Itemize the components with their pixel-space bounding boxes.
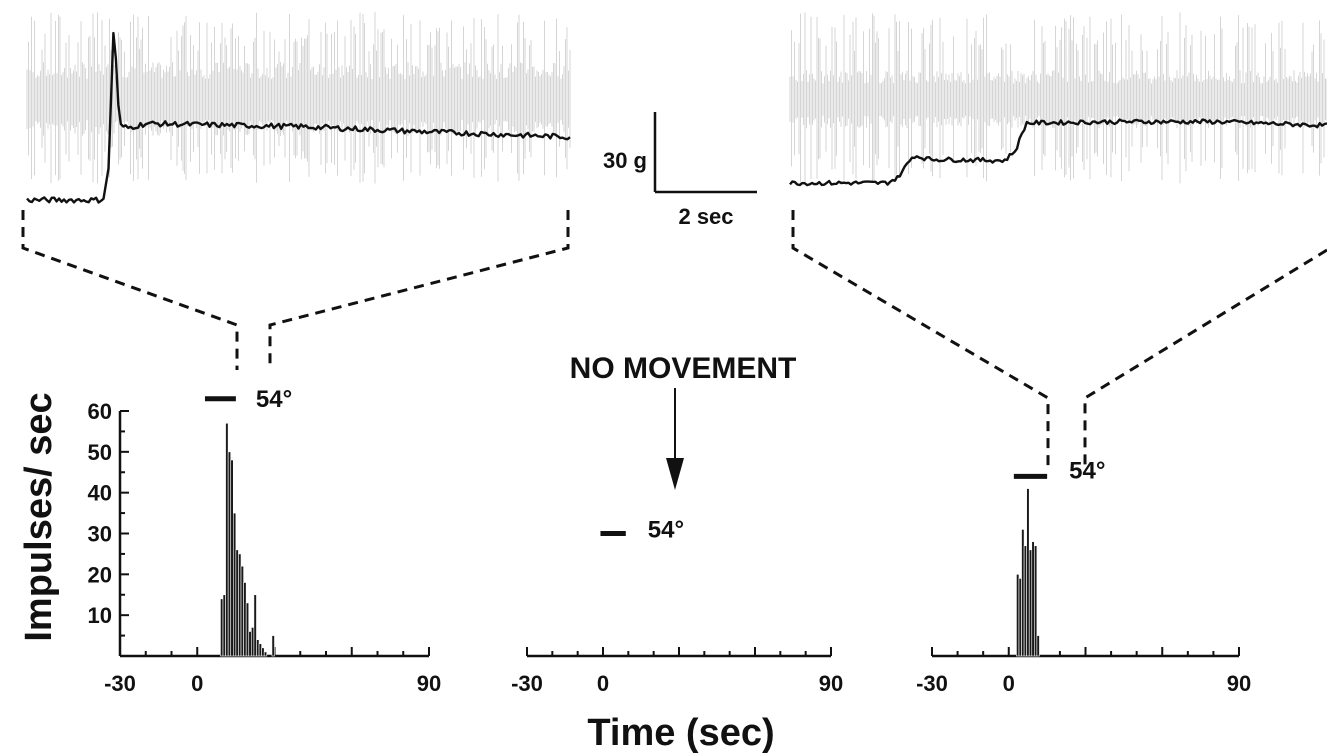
y-tick-label: 50	[88, 440, 112, 465]
emg-trace-right	[789, 12, 1327, 184]
histogram-bar	[258, 643, 262, 657]
histogram-bar	[256, 639, 260, 657]
histogram-bar	[233, 512, 237, 657]
histogram-bar	[1034, 545, 1038, 657]
y-tick-label: 10	[88, 603, 112, 628]
y-tick-label: 20	[88, 562, 112, 587]
histogram-bar	[222, 594, 226, 657]
no-movement-annotation: NO MOVEMENT	[570, 352, 797, 385]
force-trace-right	[789, 118, 1327, 187]
emg-spikes	[26, 12, 571, 184]
histogram-bar	[251, 627, 255, 657]
x-tick-label: -30	[916, 671, 948, 696]
histogram-bar	[235, 549, 239, 657]
force-trace-left	[26, 31, 571, 204]
histogram-bar	[263, 651, 268, 657]
y-tick-label: 40	[88, 481, 112, 506]
x-tick-label: 90	[417, 671, 441, 696]
histogram-bar	[248, 631, 252, 657]
histogram-panel-right: -30 0 90 54°	[916, 457, 1251, 696]
histogram-bar	[220, 598, 224, 657]
emg-trace-left	[26, 12, 571, 184]
stimulus-angle-label: 54°	[256, 386, 292, 413]
arrow-head-icon	[666, 458, 684, 490]
stimulus-angle-label: 54°	[1069, 457, 1105, 484]
histogram-bar	[1016, 574, 1020, 657]
x-tick-label: 90	[1227, 671, 1251, 696]
histogram-bar	[240, 565, 244, 657]
histogram-bar	[227, 451, 232, 657]
histogram-bar	[253, 594, 257, 657]
histogram-bar	[225, 422, 229, 657]
histogram-bar	[261, 647, 265, 657]
histogram-bar	[1026, 488, 1030, 657]
histogram-bar	[238, 553, 242, 657]
emg-spikes	[789, 12, 1327, 184]
stimulus-angle-label: 54°	[648, 517, 684, 544]
calibration-scale-bar: 30 g 2 sec	[603, 112, 757, 229]
x-tick-label: -30	[511, 671, 543, 696]
histogram-bar	[243, 582, 247, 657]
histogram-bar	[1036, 635, 1040, 657]
histogram-panel-left: -30 0 90 10 20 30 40 50 60 54°	[88, 386, 442, 696]
histogram-bar	[1023, 545, 1027, 657]
histogram-bar	[1031, 541, 1035, 657]
histogram-bar	[1018, 578, 1022, 657]
expansion-guide-right-b	[1083, 248, 1327, 470]
x-tick-label: -30	[104, 671, 136, 696]
histogram-bar	[1021, 529, 1025, 657]
x-tick-label: 90	[819, 671, 843, 696]
histogram-panel-center: -30 0 90 54°	[511, 517, 843, 697]
histogram-bar	[1028, 549, 1033, 657]
x-tick-label: 0	[1003, 671, 1015, 696]
expansion-guide-right-a	[791, 210, 1050, 470]
y-tick-label: 60	[88, 399, 112, 424]
histogram-bar	[271, 635, 275, 657]
x-tick-label: 0	[597, 671, 609, 696]
y-axis-title: Impulses/ sec	[18, 392, 60, 641]
x-tick-label: 0	[191, 671, 203, 696]
y-tick-label: 30	[88, 522, 112, 547]
x-axis-title: Time (sec)	[587, 712, 774, 753]
expansion-guide-left-a	[21, 210, 239, 370]
scale-time-label: 2 sec	[678, 204, 733, 229]
histogram-bar	[230, 459, 234, 657]
histogram-bar	[245, 602, 250, 657]
scale-force-label: 30 g	[603, 148, 647, 173]
expansion-guide-left-b	[268, 210, 570, 370]
